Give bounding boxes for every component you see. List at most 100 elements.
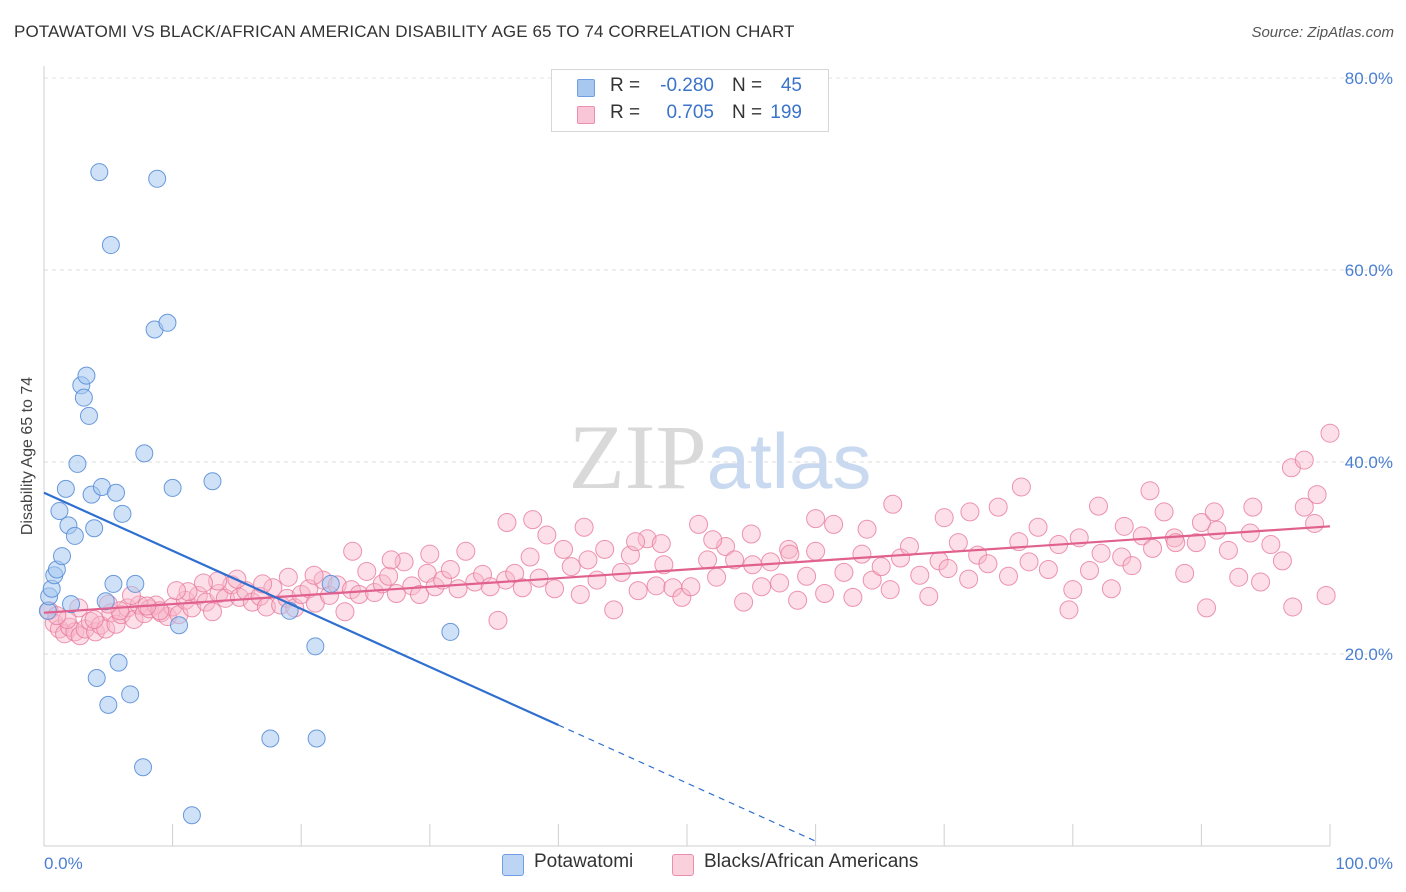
watermark: ZIPatlas xyxy=(569,406,872,508)
point-potawatomi xyxy=(321,574,340,593)
point-blacks xyxy=(1294,497,1314,517)
point-potawatomi xyxy=(148,169,167,188)
legend-r-value: -0.280 xyxy=(660,75,714,96)
point-blacks xyxy=(343,541,363,561)
point-blacks xyxy=(770,573,790,593)
point-blacks xyxy=(520,547,540,567)
point-blacks xyxy=(202,602,222,622)
point-blacks xyxy=(166,581,186,601)
point-blacks xyxy=(570,584,590,604)
point-potawatomi xyxy=(261,729,280,748)
point-blacks xyxy=(761,552,781,572)
point-blacks xyxy=(1316,585,1336,605)
point-potawatomi xyxy=(134,758,153,777)
point-blacks xyxy=(852,544,872,564)
legend-swatch-blacks xyxy=(577,106,595,124)
point-potawatomi xyxy=(50,501,69,520)
legend-r-label: R = xyxy=(610,102,641,123)
point-blacks xyxy=(604,600,624,620)
point-blacks xyxy=(1166,533,1186,553)
point-blacks xyxy=(797,566,817,586)
point-blacks xyxy=(1089,496,1109,516)
point-potawatomi xyxy=(90,163,109,182)
chart-title: POTAWATOMI VS BLACK/AFRICAN AMERICAN DIS… xyxy=(14,22,795,41)
point-blacks xyxy=(1229,567,1249,587)
point-blacks xyxy=(578,550,598,570)
point-blacks xyxy=(988,497,1008,517)
legend-n-value: 199 xyxy=(770,102,802,123)
y-tick-label: 20.0% xyxy=(1345,645,1393,664)
point-blacks xyxy=(253,574,273,594)
point-potawatomi xyxy=(306,637,325,656)
trend-line-potawatomi xyxy=(43,491,559,727)
point-blacks xyxy=(545,579,565,599)
point-blacks xyxy=(1101,579,1121,599)
y-tick-label: 60.0% xyxy=(1345,261,1393,280)
point-potawatomi xyxy=(126,574,145,593)
point-blacks xyxy=(1154,502,1174,522)
point-potawatomi xyxy=(170,616,189,635)
watermark-atlas: atlas xyxy=(707,417,872,505)
point-blacks xyxy=(512,578,532,598)
point-blacks xyxy=(537,525,557,545)
point-blacks xyxy=(788,590,808,610)
point-potawatomi xyxy=(163,478,182,497)
point-blacks xyxy=(611,562,631,582)
point-blacks xyxy=(1243,497,1263,517)
legend-n-label: N = xyxy=(732,102,763,123)
point-blacks xyxy=(84,609,104,629)
point-blacks xyxy=(628,581,648,601)
axes xyxy=(43,66,1331,847)
point-blacks xyxy=(752,577,772,597)
point-blacks xyxy=(1186,533,1206,553)
point-potawatomi xyxy=(80,406,99,425)
point-blacks xyxy=(1307,485,1327,505)
point-blacks xyxy=(637,529,657,549)
legend-swatch-blacks xyxy=(672,854,694,876)
point-blacks xyxy=(734,592,754,612)
point-potawatomi xyxy=(74,388,93,407)
point-blacks xyxy=(379,566,399,586)
point-blacks xyxy=(698,550,718,570)
point-blacks xyxy=(707,567,727,587)
point-blacks xyxy=(1294,450,1314,470)
point-potawatomi xyxy=(113,504,132,523)
point-blacks xyxy=(978,554,998,574)
point-blacks xyxy=(574,517,594,537)
point-potawatomi xyxy=(441,622,460,641)
trend-lines xyxy=(43,491,1331,842)
point-blacks xyxy=(410,584,430,604)
point-blacks xyxy=(1122,556,1142,576)
point-blacks xyxy=(1028,517,1048,537)
legend-row-blacks: R = 0.705 N = 199 xyxy=(552,100,828,127)
y-tick-labels: 80.0% 60.0% 40.0% 20.0% xyxy=(1345,69,1393,664)
point-potawatomi xyxy=(182,806,201,825)
point-blacks xyxy=(372,574,392,594)
legend-row-potawatomi: R = -0.280 N = 45 xyxy=(552,73,828,100)
x-tick-label: 0.0% xyxy=(44,854,83,873)
y-tick-label: 40.0% xyxy=(1345,453,1393,472)
trend-line-potawatomi-extension xyxy=(558,724,816,842)
legend-n-value: 45 xyxy=(780,75,802,96)
point-blacks xyxy=(349,584,369,604)
point-blacks xyxy=(1204,502,1224,522)
legend-swatch-potawatomi xyxy=(502,854,524,876)
point-blacks xyxy=(1063,580,1083,600)
point-blacks xyxy=(465,572,485,592)
point-blacks xyxy=(124,609,144,629)
point-blacks xyxy=(1091,543,1111,563)
point-blacks xyxy=(880,580,900,600)
point-blacks xyxy=(948,533,968,553)
stats-legend: R = -0.280 N = 45 R = 0.705 N = 199 xyxy=(551,69,829,132)
point-blacks xyxy=(497,512,517,532)
legend-r-value: 0.705 xyxy=(666,102,714,123)
point-blacks xyxy=(595,539,615,559)
point-potawatomi xyxy=(135,444,154,463)
point-blacks xyxy=(883,494,903,514)
point-blacks xyxy=(587,570,607,590)
point-blacks xyxy=(456,541,476,561)
point-potawatomi xyxy=(121,685,140,704)
point-blacks xyxy=(1218,540,1238,560)
point-potawatomi xyxy=(65,526,84,545)
point-blacks xyxy=(910,565,930,585)
